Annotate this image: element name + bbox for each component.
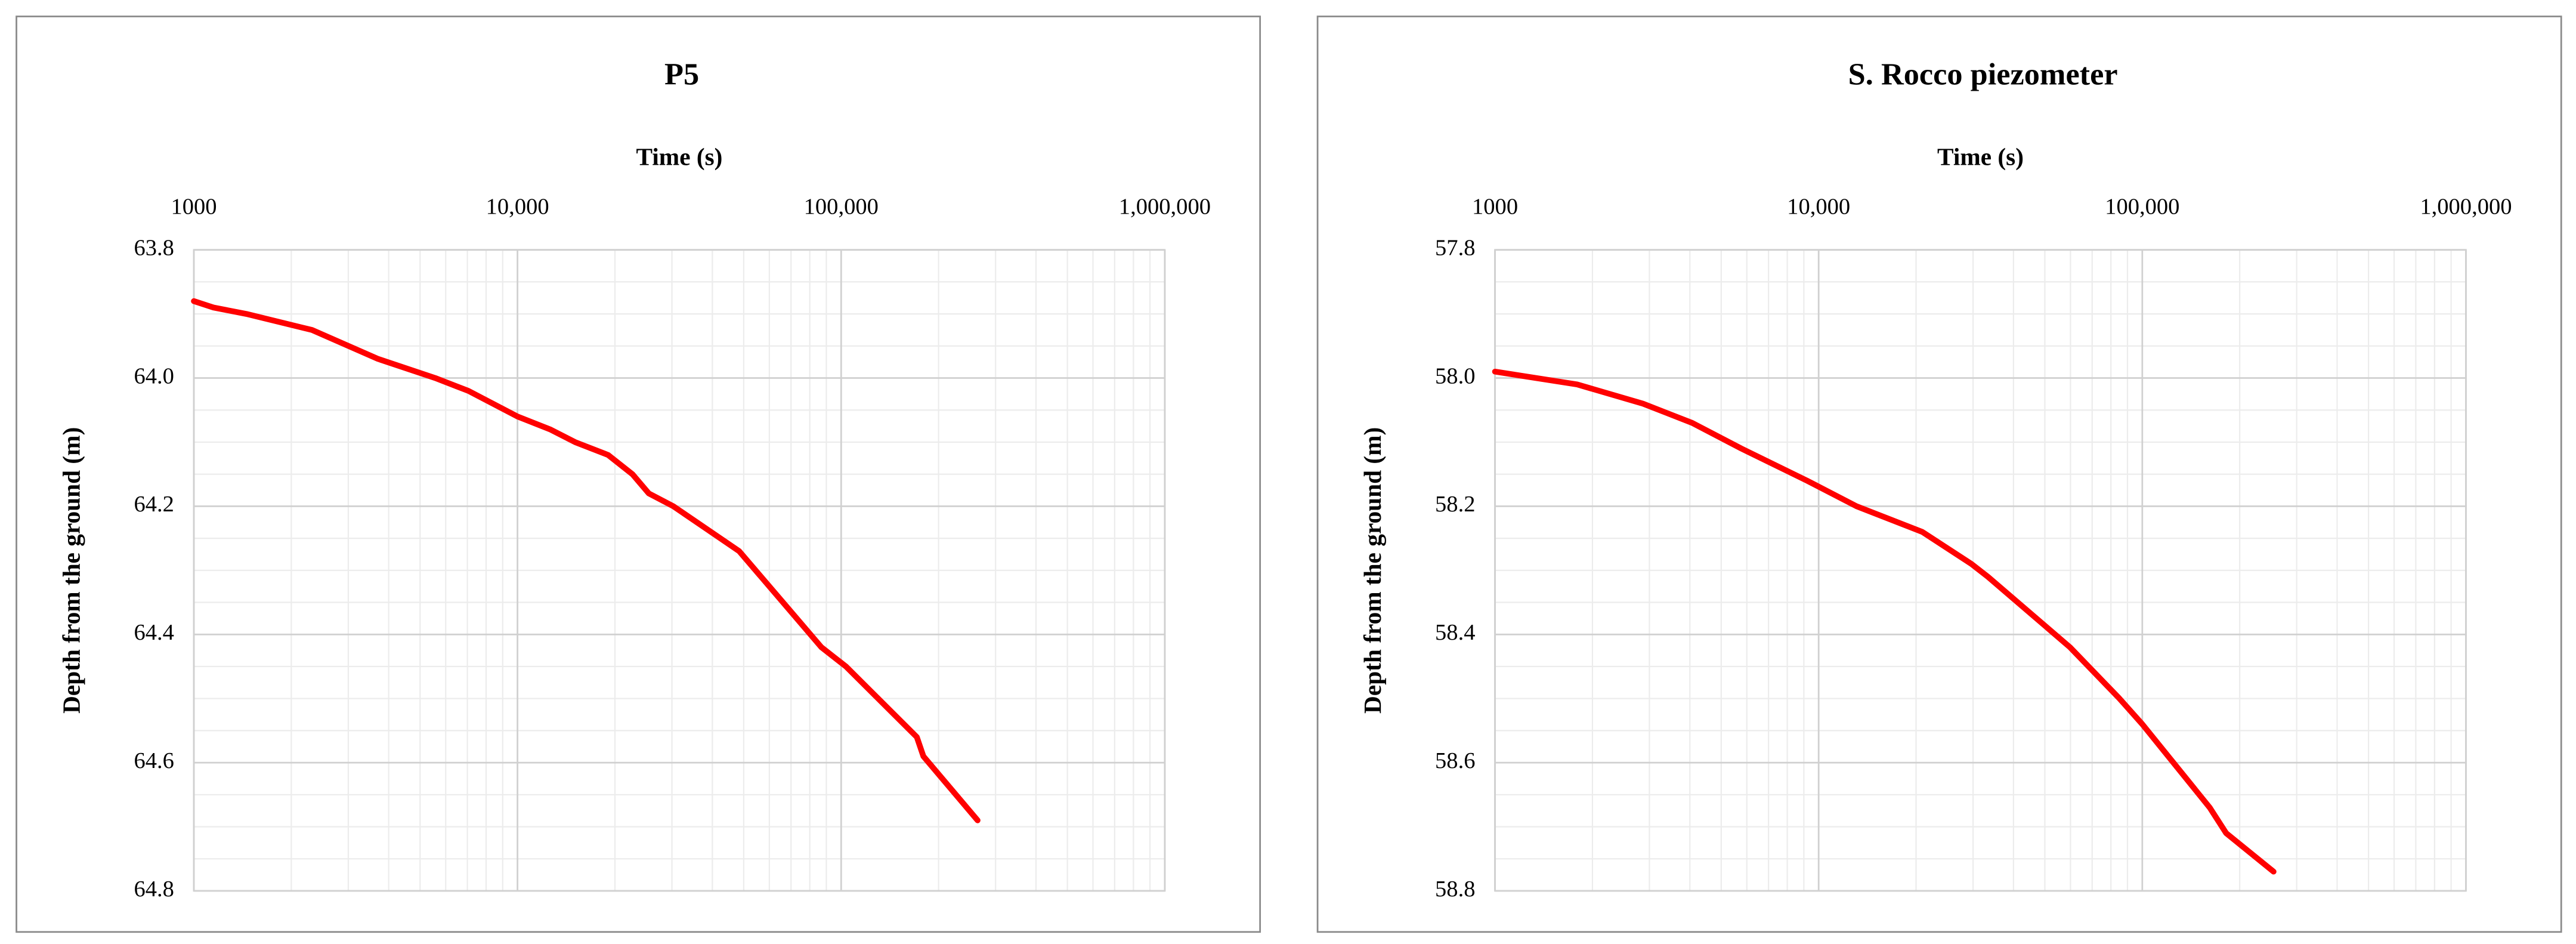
x-tick-label: 1000 bbox=[171, 195, 217, 220]
x-tick-label: 100,000 bbox=[2105, 195, 2179, 220]
plot-area-border bbox=[1494, 249, 2467, 892]
data-line bbox=[191, 298, 981, 823]
x-axis-title: Time (s) bbox=[636, 143, 723, 171]
y-tick-label: 58.8 bbox=[1435, 877, 1475, 902]
y-tick-label: 58.4 bbox=[1435, 620, 1475, 645]
y-tick-label: 58.0 bbox=[1435, 363, 1475, 388]
chart-title: P5 bbox=[664, 57, 699, 91]
y-tick-label: 64.8 bbox=[134, 877, 174, 902]
y-tick-label: 64.6 bbox=[134, 748, 174, 773]
chart: P5 Time (s) Depth from the ground (m) 63.8 6… bbox=[16, 16, 1261, 933]
y-tick-label: 64.4 bbox=[134, 620, 174, 645]
y-tick-label: 58.6 bbox=[1435, 748, 1475, 773]
x-axis-title: Time (s) bbox=[1937, 143, 2024, 171]
y-tick-label: 58.2 bbox=[1435, 492, 1475, 517]
y-tick-label: 64.0 bbox=[134, 363, 174, 388]
x-tick-label: 10,000 bbox=[1787, 195, 1850, 220]
y-tick-label: 63.8 bbox=[134, 236, 174, 261]
y-tick-label: 64.2 bbox=[134, 492, 174, 517]
chart-title: S. Rocco piezometer bbox=[1848, 57, 2118, 91]
y-axis-title: Depth from the ground (m) bbox=[57, 427, 85, 714]
x-tick-label: 1,000,000 bbox=[1119, 195, 1211, 220]
chart: S. Rocco piezometer Time (s) Depth from th… bbox=[1316, 16, 2562, 933]
y-axis-title: Depth from the ground (m) bbox=[1359, 427, 1387, 714]
x-tick-label: 10,000 bbox=[486, 195, 549, 220]
x-tick-label: 1,000,000 bbox=[2420, 195, 2512, 220]
data-line bbox=[1492, 368, 2277, 875]
y-tick-label: 57.8 bbox=[1435, 236, 1475, 261]
x-tick-label: 100,000 bbox=[804, 195, 879, 220]
x-tick-label: 1000 bbox=[1472, 195, 1518, 220]
plot-area-border bbox=[193, 249, 1166, 892]
